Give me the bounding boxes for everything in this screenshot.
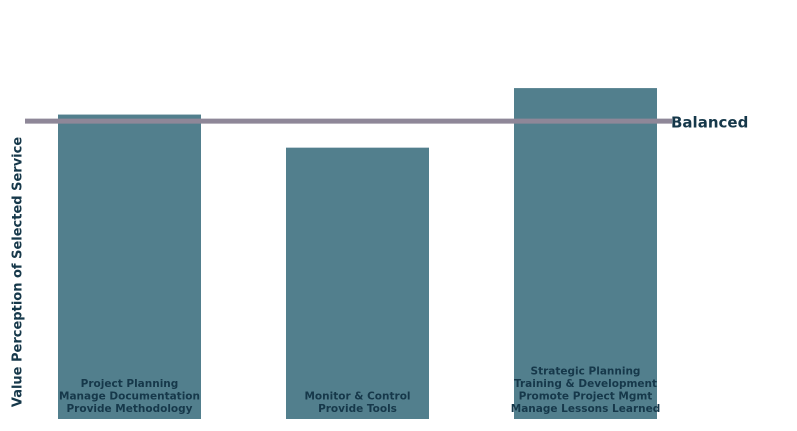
category-label: Project Planning [81, 378, 179, 390]
bar [58, 114, 201, 420]
reference-label: Balanced [671, 114, 748, 132]
bar [514, 88, 657, 419]
category-label: Strategic Planning [531, 366, 641, 378]
category-label: Training & Development [514, 378, 657, 390]
category-label: Provide Tools [318, 403, 397, 415]
category-label: Manage Lessons Learned [511, 403, 660, 415]
category-label: Promote Project Mgmt [519, 391, 653, 403]
y-axis-label: Value Perception of Selected Service [11, 137, 26, 408]
category-label: Provide Methodology [66, 403, 192, 415]
bar [286, 147, 429, 419]
category-label: Monitor & Control [304, 391, 410, 403]
category-label: Manage Documentation [59, 391, 200, 403]
